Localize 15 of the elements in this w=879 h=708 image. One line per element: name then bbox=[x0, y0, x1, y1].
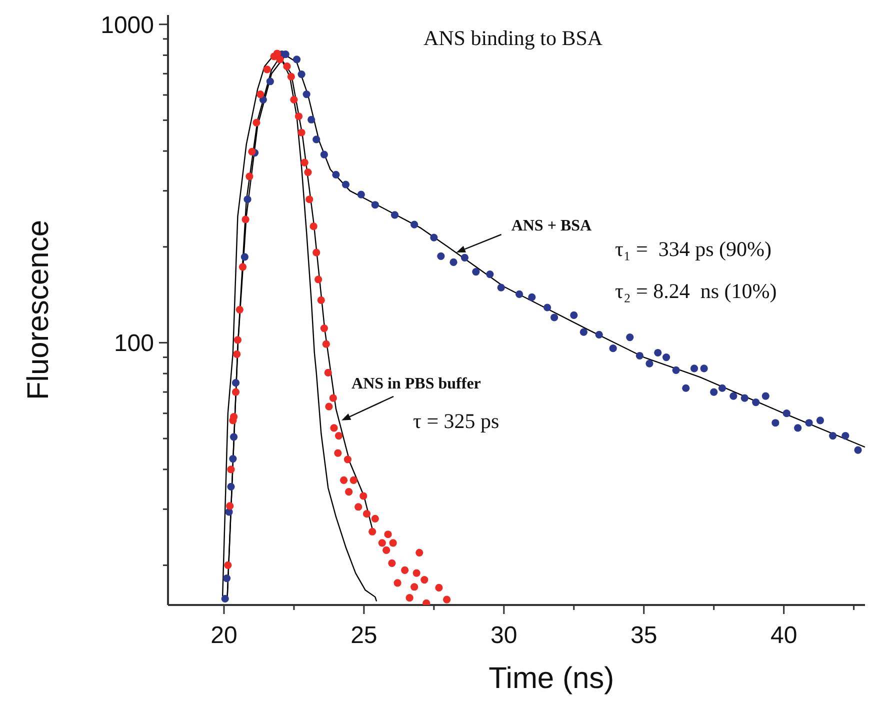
annotation: τ₁ = 334 ps (90%) bbox=[615, 237, 772, 261]
x-tick-label: 30 bbox=[490, 622, 518, 649]
text: ANS binding to BSA bbox=[423, 26, 604, 50]
x-tick-label: 25 bbox=[350, 622, 378, 649]
annotation: ANS in PBS buffer bbox=[352, 375, 481, 392]
annotation: τ₂ = 8.24 ns (10%) bbox=[615, 279, 777, 303]
y-tick-label: 100 bbox=[114, 330, 154, 358]
annotation: τ = 325 ps bbox=[413, 409, 500, 433]
x-axis-title: Time (ns) bbox=[488, 662, 614, 695]
x-tick-label: 40 bbox=[770, 622, 798, 649]
annotation: ANS + BSA bbox=[511, 218, 592, 235]
y-tick-label: 1000 bbox=[100, 12, 154, 39]
y-axis-title: Fluorescence bbox=[22, 220, 55, 400]
x-tick-label: 20 bbox=[210, 622, 238, 649]
x-tick-label: 35 bbox=[630, 622, 658, 649]
